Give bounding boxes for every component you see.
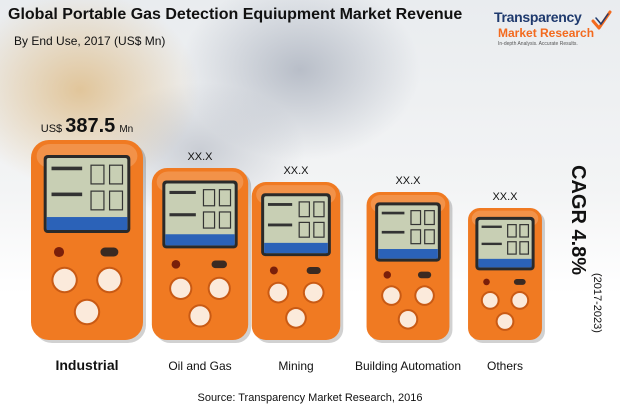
lcd-digit <box>202 211 216 229</box>
sensor-button <box>269 283 288 302</box>
lcd-digit <box>90 190 105 211</box>
chart-bar: XX.X <box>151 151 252 343</box>
power-button <box>417 271 432 279</box>
chart-title: Global Portable Gas Detection Equiupment… <box>8 6 463 23</box>
lcd-digit <box>424 210 435 226</box>
sensor-button <box>53 268 76 292</box>
status-led <box>483 278 490 286</box>
lcd-digit <box>202 189 216 207</box>
lcd-digit <box>410 229 422 245</box>
lcd-digit <box>519 241 530 255</box>
lcd-bar <box>51 192 83 197</box>
logo-name-line1: Transparency <box>494 9 582 25</box>
lcd-digit <box>108 190 124 211</box>
sensor-button <box>287 309 305 327</box>
lcd-digit <box>507 224 517 238</box>
chart-bar: US$ 387.5 Mn <box>31 115 146 343</box>
chart-bar: XX.X <box>251 165 344 343</box>
value-number: 387.5 <box>65 115 115 137</box>
logo-name-line2: Market Research <box>498 26 595 40</box>
sensor-button <box>209 278 229 299</box>
company-logo: Transparency Market Research In-depth An… <box>494 9 614 69</box>
screen-lcd <box>46 158 128 230</box>
chart-bar: XX.X <box>468 191 545 343</box>
lcd-digit <box>108 164 124 185</box>
lcd-digit <box>90 164 105 185</box>
lcd-digit <box>507 241 517 255</box>
bar-value-label: XX.X <box>187 151 213 163</box>
value-unit: Mn <box>119 124 133 135</box>
sensor-button <box>98 268 121 292</box>
logo-tagline: In-depth Analysis. Accurate Results. <box>498 41 578 47</box>
sensor-button <box>482 293 498 308</box>
lcd-digit <box>313 201 325 218</box>
category-label: Oil and Gas <box>168 359 231 373</box>
bar-value-label: XX.X <box>395 175 421 187</box>
checkmark-icon <box>591 10 612 30</box>
sensor-button <box>416 287 433 304</box>
sensor-button <box>75 300 99 324</box>
chart-subtitle: By End Use, 2017 (US$ Mn) <box>14 34 166 48</box>
status-led <box>269 266 278 275</box>
bar-value-label: XX.X <box>492 191 518 203</box>
bar-value-label: US$ 387.5 Mn <box>41 115 133 137</box>
status-led <box>53 246 65 258</box>
lcd-bar <box>169 213 196 217</box>
lcd-digit <box>298 201 310 218</box>
lcd-bar <box>481 225 502 228</box>
sensor-button <box>497 314 513 329</box>
sensor-button <box>171 278 191 299</box>
lcd-digit <box>410 210 422 226</box>
power-button <box>513 278 526 285</box>
sensor-button <box>383 287 400 304</box>
screen-lcd <box>478 219 532 268</box>
lcd-bar <box>381 230 405 234</box>
screen-lcd <box>378 205 438 259</box>
screen-footer <box>264 242 328 254</box>
lcd-bar <box>381 211 405 215</box>
category-label: Others <box>487 359 523 373</box>
source-note: Source: Transparency Market Research, 20… <box>197 392 423 404</box>
lcd-bar <box>481 242 502 246</box>
screen-footer <box>478 258 532 268</box>
status-led <box>171 259 181 269</box>
cagr-callout: CAGR 4.8% (2017-2023) <box>565 165 605 335</box>
screen-lcd <box>165 183 235 246</box>
power-button <box>211 260 227 269</box>
lcd-digit <box>519 224 530 238</box>
sensor-button <box>512 293 528 308</box>
value-prefix: US$ <box>41 123 65 135</box>
lcd-bar <box>267 203 293 206</box>
bar-value-label: XX.X <box>283 165 309 177</box>
lcd-bar <box>267 223 293 227</box>
sensor-button <box>190 306 210 326</box>
status-led <box>383 271 392 279</box>
power-button <box>100 247 119 257</box>
screen-lcd <box>264 196 328 254</box>
category-label: Mining <box>278 359 313 373</box>
lcd-digit <box>218 211 232 229</box>
screen-footer <box>378 249 438 259</box>
power-button <box>306 266 321 275</box>
sensor-button <box>399 310 417 328</box>
screen-footer <box>46 217 128 230</box>
cagr-value: CAGR 4.8% <box>567 165 589 276</box>
lcd-bar <box>51 166 83 171</box>
lcd-digit <box>424 229 435 245</box>
lcd-digit <box>298 221 310 238</box>
cagr-period: (2017-2023) <box>591 273 603 333</box>
category-label: Building Automation <box>355 359 461 373</box>
lcd-digit <box>218 189 232 207</box>
chart-bar: XX.X <box>366 175 453 343</box>
screen-footer <box>165 234 235 246</box>
category-label: Industrial <box>55 357 118 373</box>
lcd-digit <box>313 221 325 238</box>
sensor-button <box>304 283 323 302</box>
lcd-bar <box>169 190 196 195</box>
